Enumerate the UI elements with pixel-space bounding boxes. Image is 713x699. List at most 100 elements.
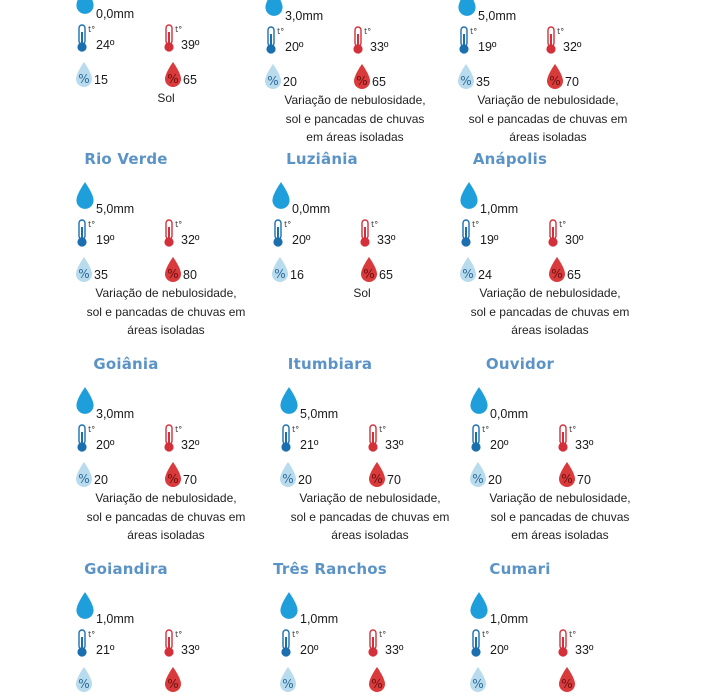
thermometer-red-icon: t°: [367, 628, 389, 663]
svg-text:%: %: [472, 472, 483, 486]
svg-text:t°: t°: [88, 630, 95, 639]
city-forecast-card: Três Ranchos 1,0mm t° 20º t° 33º%%: [270, 410, 470, 692]
city-forecast-card: Goiânia 3,0mm t° 20º t° 32º% 20% 70 Variação de …: [66, 205, 266, 542]
humidity-drop-light-icon: %: [456, 63, 476, 96]
thermometer-blue-icon: t°: [76, 218, 98, 253]
max-temperature: 33º: [575, 643, 594, 657]
max-humidity: 80: [183, 268, 197, 282]
city-name: Rio Verde: [84, 150, 168, 168]
svg-text:t°: t°: [482, 630, 489, 639]
thermometer-blue-icon: t°: [470, 628, 492, 663]
city-forecast-card: 0,0mm t° 24º t° 39º% 15% 65 Sol: [66, 0, 266, 105]
rain-value: 5,0mm: [300, 407, 339, 421]
svg-text:%: %: [78, 267, 89, 281]
city-forecast-card: 3,0mm t° 20º t° 33º% 20% 65 Variação de nebulos…: [255, 0, 455, 144]
thermometer-red-icon: t°: [163, 218, 185, 253]
forecast-line: Variação de nebulosidade,: [95, 286, 237, 300]
forecast-line: Variação de nebulosidade,: [489, 491, 631, 505]
svg-text:t°: t°: [371, 220, 378, 229]
water-drop-icon: [74, 591, 96, 626]
min-temperature: 21º: [96, 643, 115, 657]
forecast-text: Variação de nebulosidade, sol e pancadas …: [56, 489, 276, 545]
water-drop-icon: [468, 591, 490, 626]
thermometer-blue-icon: t°: [458, 25, 480, 60]
humidity-drop-red-icon: %: [163, 61, 183, 94]
humidity-drop-light-icon: %: [74, 461, 94, 494]
svg-text:t°: t°: [379, 425, 386, 434]
svg-text:%: %: [167, 72, 178, 86]
thermometer-red-icon: t°: [557, 423, 579, 458]
city-forecast-card: Itumbiara 5,0mm t° 21º t° 33º% 20% 70 Variação d…: [270, 205, 470, 542]
max-temperature: 33º: [370, 40, 389, 54]
water-drop-icon: [456, 0, 478, 23]
svg-text:%: %: [472, 677, 483, 691]
city-forecast-card: Luziânia 0,0mm t° 20º t° 33º% 16% 65 Sol: [262, 0, 462, 300]
humidity-drop-light-icon: %: [74, 61, 94, 94]
min-temperature: 19º: [480, 233, 499, 247]
humidity-drop-red-icon: %: [367, 666, 387, 699]
water-drop-icon: [458, 181, 480, 216]
thermometer-blue-icon: t°: [470, 423, 492, 458]
min-temperature: 20º: [490, 438, 509, 452]
thermometer-red-icon: t°: [163, 628, 185, 663]
svg-text:%: %: [371, 472, 382, 486]
max-temperature: 32º: [181, 233, 200, 247]
forecast-line: áreas isoladas: [511, 323, 589, 337]
svg-text:t°: t°: [88, 25, 95, 34]
forecast-line: Variação de nebulosidade,: [95, 491, 237, 505]
svg-text:t°: t°: [364, 27, 371, 36]
svg-text:%: %: [356, 74, 367, 88]
svg-text:%: %: [167, 472, 178, 486]
water-drop-icon: [270, 181, 292, 216]
city-name: Goiânia: [93, 355, 159, 373]
max-humidity: 70: [565, 75, 579, 89]
min-humidity: 20: [488, 473, 502, 487]
svg-text:t°: t°: [472, 220, 479, 229]
svg-text:%: %: [274, 267, 285, 281]
thermometer-blue-icon: t°: [76, 23, 98, 58]
humidity-drop-red-icon: %: [547, 256, 567, 289]
forecast-line: Sol: [157, 91, 175, 105]
rain-value: 0,0mm: [490, 407, 529, 421]
forecast-text: Variação de nebulosidade, sol e pancadas …: [56, 284, 276, 340]
rain-value: 0,0mm: [292, 202, 331, 216]
svg-text:%: %: [549, 74, 560, 88]
humidity-drop-light-icon: %: [278, 666, 298, 699]
svg-text:%: %: [167, 267, 178, 281]
svg-text:%: %: [371, 677, 382, 691]
water-drop-icon: [468, 386, 490, 421]
svg-text:%: %: [561, 472, 572, 486]
svg-text:%: %: [78, 677, 89, 691]
forecast-text: Sol: [252, 284, 472, 303]
min-temperature: 20º: [96, 438, 115, 452]
thermometer-red-icon: t°: [352, 25, 374, 60]
thermometer-blue-icon: t°: [265, 25, 287, 60]
city-name: Itumbiara: [287, 355, 373, 373]
water-drop-icon: [74, 386, 96, 421]
rain-value: 1,0mm: [300, 612, 339, 626]
forecast-line: sol e pancadas de chuvas: [285, 111, 425, 126]
humidity-drop-red-icon: %: [359, 256, 379, 289]
thermometer-blue-icon: t°: [280, 628, 302, 663]
forecast-line: áreas isoladas: [509, 130, 587, 144]
max-temperature: 30º: [565, 233, 584, 247]
rain-value: 5,0mm: [96, 202, 135, 216]
water-drop-icon: [74, 0, 96, 21]
forecast-text: Variação de nebulosidade, sol e pancadas …: [450, 489, 670, 545]
svg-text:t°: t°: [175, 220, 182, 229]
forecast-text: Variação de nebulosidade, sol e pancadas …: [440, 284, 660, 340]
humidity-drop-light-icon: %: [468, 461, 488, 494]
city-name: Luziânia: [286, 150, 358, 168]
svg-text:t°: t°: [470, 27, 477, 36]
thermometer-red-icon: t°: [163, 423, 185, 458]
humidity-drop-light-icon: %: [74, 666, 94, 699]
rain-value: 1,0mm: [96, 612, 135, 626]
forecast-line: em áreas isoladas: [306, 130, 404, 144]
water-drop-icon: [278, 386, 300, 421]
forecast-line: áreas isoladas: [331, 528, 409, 542]
max-temperature: 33º: [575, 438, 594, 452]
svg-text:t°: t°: [292, 630, 299, 639]
city-forecast-card: Cumari 1,0mm t° 20º t° 33º%%: [460, 410, 660, 692]
forecast-line: em áreas isoladas: [511, 528, 609, 542]
svg-text:%: %: [551, 267, 562, 281]
